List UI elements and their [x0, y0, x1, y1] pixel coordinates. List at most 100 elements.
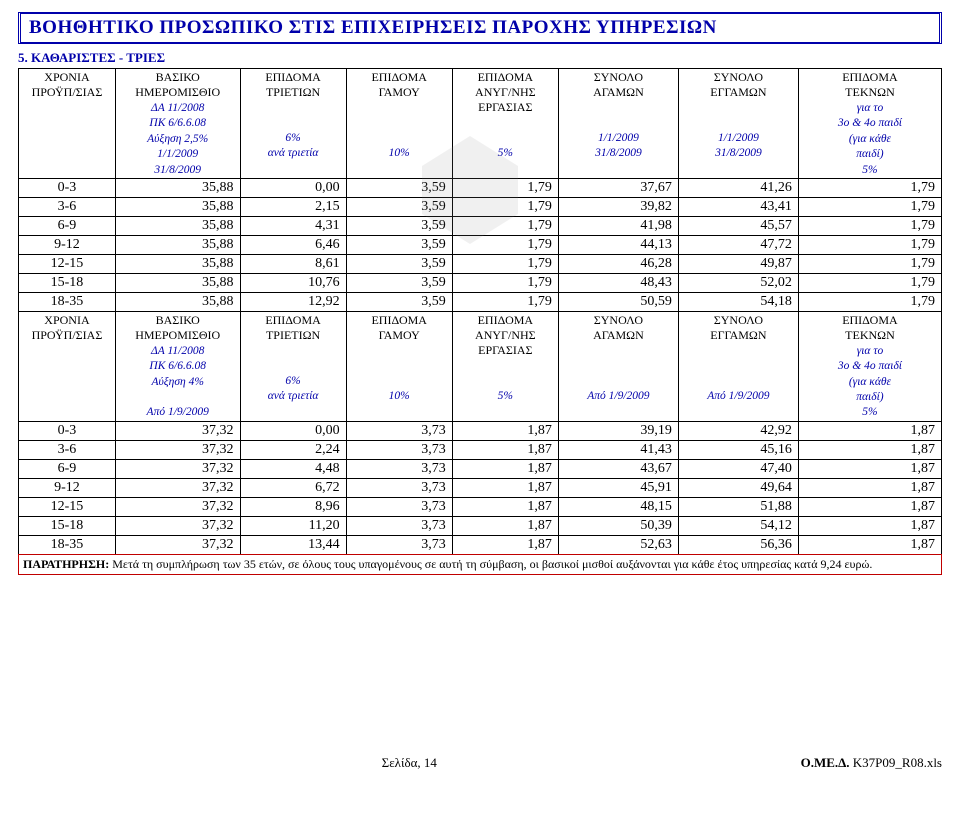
table-cell: 52,02 — [678, 273, 798, 292]
table-row: 18-3535,8812,923,591,7950,5954,181,79 — [19, 292, 942, 311]
col-header: ΕΠΙΔΟΜΑΤΡΙΕΤΙΩΝ 6% ανά τριετία — [240, 69, 346, 179]
col-header: ΣΥΝΟΛΟΕΓΓΑΜΩΝ Από 1/9/2009 — [678, 311, 798, 421]
col-header: ΒΑΣΙΚΟΗΜΕΡΟΜΙΣΘΙΟ ΔΑ 11/2008 ΠΚ 6/6.6.08… — [115, 311, 240, 421]
table-cell: 3,73 — [346, 497, 452, 516]
table-cell: 3,73 — [346, 440, 452, 459]
table-cell: 3,59 — [346, 197, 452, 216]
table-cell: 35,88 — [115, 178, 240, 197]
table-cell: 45,91 — [558, 478, 678, 497]
table-cell: 1,87 — [798, 497, 941, 516]
table-cell: 37,32 — [115, 459, 240, 478]
table-cell: 8,96 — [240, 497, 346, 516]
col-header: ΕΠΙΔΟΜΑΓΑΜΟΥ 10% — [346, 311, 452, 421]
table-cell: 41,98 — [558, 216, 678, 235]
table-cell: 3-6 — [19, 197, 116, 216]
table-cell: 45,16 — [678, 440, 798, 459]
table-cell: 6-9 — [19, 216, 116, 235]
table-cell: 1,87 — [452, 459, 558, 478]
note-text: Μετά τη συμπλήρωση των 35 ετών, σε όλους… — [109, 557, 872, 571]
table-cell: 35,88 — [115, 235, 240, 254]
table-cell: 41,43 — [558, 440, 678, 459]
footer-filename: Ο.ΜΕ.Δ. Κ37Ρ09_R08.xls — [801, 755, 942, 771]
table-cell: 1,87 — [798, 440, 941, 459]
table-cell: 50,39 — [558, 516, 678, 535]
table-cell: 37,32 — [115, 478, 240, 497]
salary-table-2: ΧΡΟΝΙΑΠΡΟΫΠ/ΣΙΑΣ ΒΑΣΙΚΟΗΜΕΡΟΜΙΣΘΙΟ ΔΑ 11… — [18, 311, 942, 555]
table-cell: 4,31 — [240, 216, 346, 235]
table-cell: 1,87 — [798, 478, 941, 497]
table-row: 9-1235,886,463,591,7944,1347,721,79 — [19, 235, 942, 254]
table-cell: 18-35 — [19, 535, 116, 554]
table-row: 6-937,324,483,731,8743,6747,401,87 — [19, 459, 942, 478]
table-cell: 1,79 — [452, 273, 558, 292]
table-cell: 18-35 — [19, 292, 116, 311]
footer-page-number: Σελίδα, 14 — [382, 755, 437, 771]
table-cell: 1,79 — [798, 216, 941, 235]
table-cell: 3,59 — [346, 254, 452, 273]
table-cell: 1,87 — [452, 497, 558, 516]
table-cell: 42,92 — [678, 421, 798, 440]
table-cell: 0-3 — [19, 421, 116, 440]
col-header: ΣΥΝΟΛΟΕΓΓΑΜΩΝ 1/1/2009 31/8/2009 — [678, 69, 798, 179]
table-cell: 13,44 — [240, 535, 346, 554]
note-box: ΠΑΡΑΤΗΡΗΣΗ: Μετά τη συμπλήρωση των 35 ετ… — [18, 554, 942, 575]
table-cell: 1,79 — [452, 178, 558, 197]
table-cell: 3,59 — [346, 216, 452, 235]
table-row: 18-3537,3213,443,731,8752,6356,361,87 — [19, 535, 942, 554]
table-cell: 1,79 — [452, 235, 558, 254]
table-cell: 35,88 — [115, 216, 240, 235]
table-cell: 1,87 — [798, 459, 941, 478]
table-cell: 1,79 — [798, 292, 941, 311]
table-cell: 0,00 — [240, 178, 346, 197]
table-cell: 48,15 — [558, 497, 678, 516]
table-cell: 43,67 — [558, 459, 678, 478]
table-cell: 1,79 — [798, 273, 941, 292]
table-row: 3-637,322,243,731,8741,4345,161,87 — [19, 440, 942, 459]
table-cell: 52,63 — [558, 535, 678, 554]
table-cell: 44,13 — [558, 235, 678, 254]
table-cell: 54,12 — [678, 516, 798, 535]
table-cell: 11,20 — [240, 516, 346, 535]
table-cell: 10,76 — [240, 273, 346, 292]
table-cell: 4,48 — [240, 459, 346, 478]
table-cell: 6,72 — [240, 478, 346, 497]
table-cell: 37,32 — [115, 421, 240, 440]
col-header: ΕΠΙΔΟΜΑΤΕΚΝΩΝ για το 3ο & 4ο παιδί (για … — [798, 311, 941, 421]
table-cell: 35,88 — [115, 254, 240, 273]
table-cell: 3,73 — [346, 421, 452, 440]
col-header: ΧΡΟΝΙΑΠΡΟΫΠ/ΣΙΑΣ — [19, 311, 116, 421]
table-cell: 15-18 — [19, 273, 116, 292]
table-cell: 46,28 — [558, 254, 678, 273]
table-cell: 1,79 — [452, 292, 558, 311]
table-cell: 56,36 — [678, 535, 798, 554]
col-header: ΧΡΟΝΙΑΠΡΟΫΠ/ΣΙΑΣ — [19, 69, 116, 179]
table-cell: 12-15 — [19, 254, 116, 273]
table-row: 9-1237,326,723,731,8745,9149,641,87 — [19, 478, 942, 497]
table-row: 12-1537,328,963,731,8748,1551,881,87 — [19, 497, 942, 516]
salary-table-1: ΧΡΟΝΙΑΠΡΟΫΠ/ΣΙΑΣ ΒΑΣΙΚΟΗΜΕΡΟΜΙΣΘΙΟ ΔΑ 11… — [18, 68, 942, 312]
table-cell: 9-12 — [19, 478, 116, 497]
table-cell: 49,87 — [678, 254, 798, 273]
col-header: ΕΠΙΔΟΜΑΑΝΥΓ/ΝΗΣΕΡΓΑΣΙΑΣ 5% — [452, 69, 558, 179]
table-cell: 2,15 — [240, 197, 346, 216]
table-cell: 37,32 — [115, 440, 240, 459]
table-cell: 0,00 — [240, 421, 346, 440]
table-row: 0-337,320,003,731,8739,1942,921,87 — [19, 421, 942, 440]
table-cell: 3,73 — [346, 459, 452, 478]
col-header: ΒΑΣΙΚΟΗΜΕΡΟΜΙΣΘΙΟ ΔΑ 11/2008 ΠΚ 6/6.6.08… — [115, 69, 240, 179]
table-cell: 51,88 — [678, 497, 798, 516]
table-cell: 54,18 — [678, 292, 798, 311]
table-cell: 45,57 — [678, 216, 798, 235]
title-banner: ΒΟΗΘΗΤΙΚΟ ΠΡΟΣΩΠΙΚΟ ΣΤΙΣ ΕΠΙΧΕΙΡΗΣΕΙΣ ΠΑ… — [18, 12, 942, 44]
table-cell: 6-9 — [19, 459, 116, 478]
table-cell: 47,72 — [678, 235, 798, 254]
table-row: 15-1835,8810,763,591,7948,4352,021,79 — [19, 273, 942, 292]
page-title: ΒΟΗΘΗΤΙΚΟ ΠΡΟΣΩΠΙΚΟ ΣΤΙΣ ΕΠΙΧΕΙΡΗΣΕΙΣ ΠΑ… — [29, 17, 717, 38]
table-cell: 1,79 — [452, 197, 558, 216]
table-row: 15-1837,3211,203,731,8750,3954,121,87 — [19, 516, 942, 535]
table-cell: 3,59 — [346, 273, 452, 292]
table-cell: 1,79 — [452, 216, 558, 235]
table-cell: 1,79 — [798, 235, 941, 254]
note-label: ΠΑΡΑΤΗΡΗΣΗ: — [23, 557, 109, 571]
table-cell: 37,67 — [558, 178, 678, 197]
